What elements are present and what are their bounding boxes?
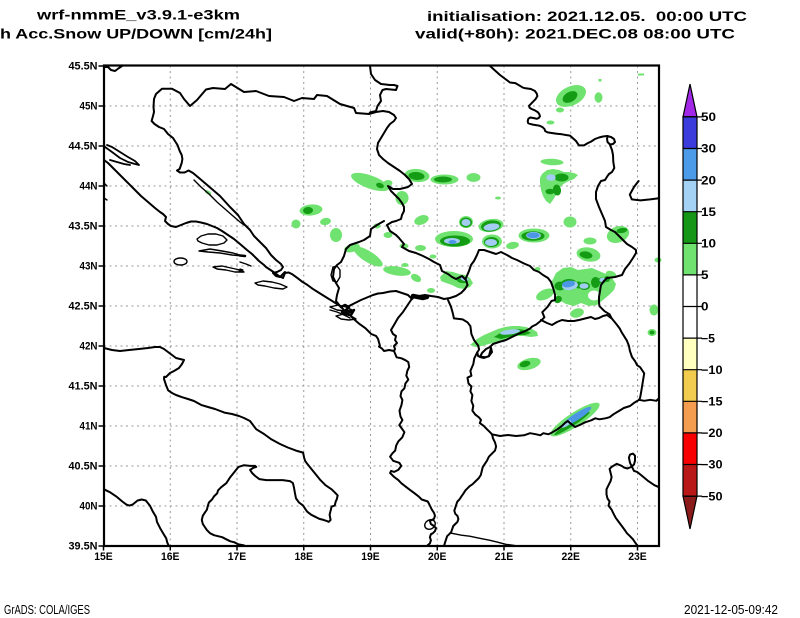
svg-text:16E: 16E [161,551,180,563]
svg-text:0: 0 [701,300,709,314]
svg-text:wrf-nmmE_v3.9.1-e3km: wrf-nmmE_v3.9.1-e3km [36,7,240,23]
svg-text:2021-12-05-09:42: 2021-12-05-09:42 [684,603,778,617]
svg-text:18E: 18E [295,551,314,563]
svg-text:42.5N: 42.5N [69,301,98,313]
svg-text:43N: 43N [80,261,98,273]
svg-text:−30: −30 [701,458,723,472]
svg-text:30: 30 [701,142,716,156]
svg-text:45N: 45N [80,101,98,113]
svg-text:39.5N: 39.5N [69,541,98,553]
svg-text:44.5N: 44.5N [69,141,98,153]
svg-text:50: 50 [701,110,716,124]
svg-text:5: 5 [701,268,709,282]
svg-text:44N: 44N [80,181,98,193]
svg-text:23E: 23E [628,551,647,563]
svg-text:22E: 22E [562,551,581,563]
svg-text:42N: 42N [80,341,98,353]
svg-text:10: 10 [701,237,716,251]
svg-text:40N: 40N [80,501,98,513]
svg-text:21E: 21E [495,551,514,563]
svg-text:−20: −20 [701,426,723,440]
svg-text:initialisation: 2021.12.05. 0: initialisation: 2021.12.05. 00:00 UTC [427,8,747,24]
svg-text:−50: −50 [701,489,723,503]
svg-text:41.5N: 41.5N [69,381,98,393]
svg-text:GrADS: COLA/IGES: GrADS: COLA/IGES [4,603,90,617]
svg-text:40.5N: 40.5N [69,461,98,473]
svg-text:valid(+80h): 2021.DEC.08 08:00: valid(+80h): 2021.DEC.08 08:00 UTC [415,26,735,42]
svg-text:−15: −15 [701,395,723,409]
svg-text:20: 20 [701,173,716,187]
svg-text:20E: 20E [428,551,447,563]
svg-text:43.5N: 43.5N [69,221,98,233]
svg-text:41N: 41N [80,421,98,433]
svg-text:15: 15 [701,205,716,219]
svg-text:19E: 19E [361,551,380,563]
svg-text:−10: −10 [701,363,723,377]
svg-text:15E: 15E [94,551,113,563]
svg-text:24h Acc.Snow UP/DOWN [cm/24h]: 24h Acc.Snow UP/DOWN [cm/24h] [0,26,272,42]
svg-text:17E: 17E [228,551,247,563]
svg-text:45.5N: 45.5N [69,61,98,73]
svg-text:−5: −5 [701,331,715,345]
